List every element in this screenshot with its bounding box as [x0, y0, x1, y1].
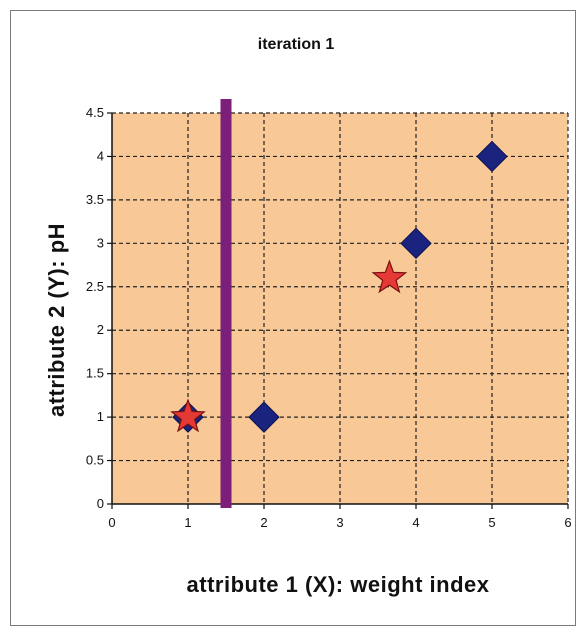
x-tick-label: 6: [564, 515, 571, 530]
y-tick-label: 4.5: [86, 105, 104, 120]
plot-area: 0 0.5 1 1.5 2 2.5 3 3.5 4 4.5 0 1 2 3 4 5 6: [86, 99, 572, 530]
y-tick-label: 3.5: [86, 192, 104, 207]
star-marker: [170, 398, 206, 433]
x-tick-label: 3: [336, 515, 343, 530]
star-marker: [371, 259, 408, 294]
y-tick-label: 4: [97, 148, 104, 163]
y-axis-title: attribute 2 (Y): pH: [44, 223, 69, 417]
y-tick-label: 2: [97, 322, 104, 337]
y-tick-label: 0: [97, 496, 104, 511]
x-tick-label: 1: [184, 515, 191, 530]
y-tick-label: 1: [97, 409, 104, 424]
y-tick-label: 3: [97, 235, 104, 250]
diamond-marker: [400, 227, 432, 260]
y-tick-label: 1.5: [86, 366, 104, 381]
y-tick-label: 0.5: [86, 453, 104, 468]
x-tick-label: 2: [260, 515, 267, 530]
x-tick-label: 4: [412, 515, 419, 530]
y-tick-label: 2.5: [86, 279, 104, 294]
x-axis-title: attribute 1 (X): weight index: [187, 572, 490, 597]
x-tick-label: 5: [488, 515, 495, 530]
x-tick-label: 0: [108, 515, 115, 530]
diamond-marker: [476, 140, 508, 173]
chart-title: iteration 1: [258, 36, 335, 53]
diamond-marker: [248, 401, 280, 433]
